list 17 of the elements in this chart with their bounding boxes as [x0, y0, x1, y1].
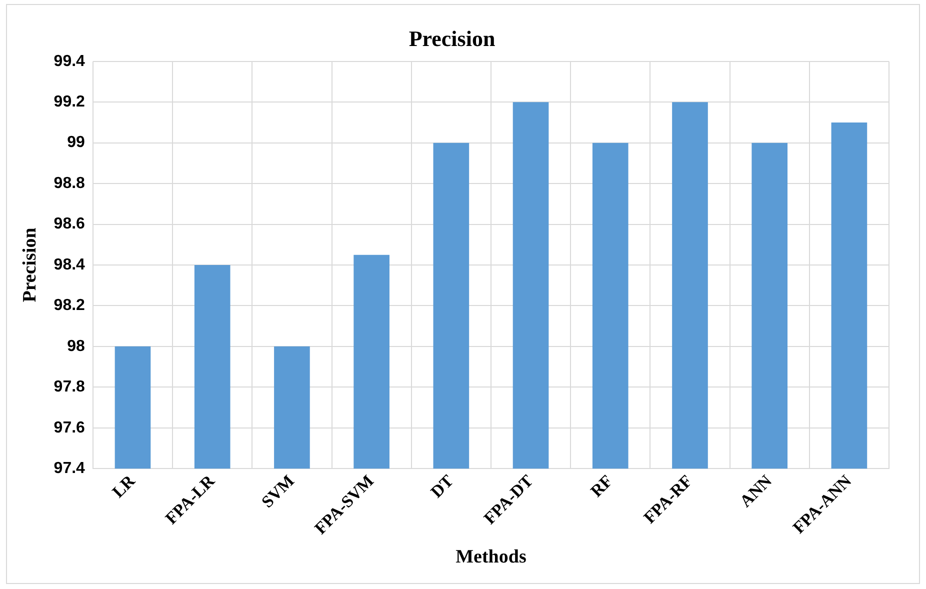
x-tick-label: RF	[586, 471, 616, 501]
y-tick-label: 98.2	[54, 297, 86, 314]
chart-title: Precision	[408, 26, 496, 51]
x-axis-title: Methods	[456, 546, 526, 568]
y-tick-label: 97.6	[54, 419, 86, 436]
y-tick-label: 98	[67, 338, 86, 355]
y-tick-label: 98.8	[54, 174, 86, 192]
y-tick-label: 97.8	[54, 378, 86, 396]
y-tick-label: 98.4	[54, 256, 86, 274]
y-tick-label: 99.4	[54, 52, 86, 70]
x-tick-label: LR	[108, 470, 140, 502]
y-tick-label: 99	[67, 134, 86, 152]
x-tick-label: DT	[426, 470, 458, 502]
y-tick-label: 99.2	[54, 94, 86, 111]
y-axis-title: Precision	[19, 227, 40, 302]
y-tick-label: 98.6	[54, 216, 86, 233]
y-tick-label: 97.4	[54, 460, 86, 477]
